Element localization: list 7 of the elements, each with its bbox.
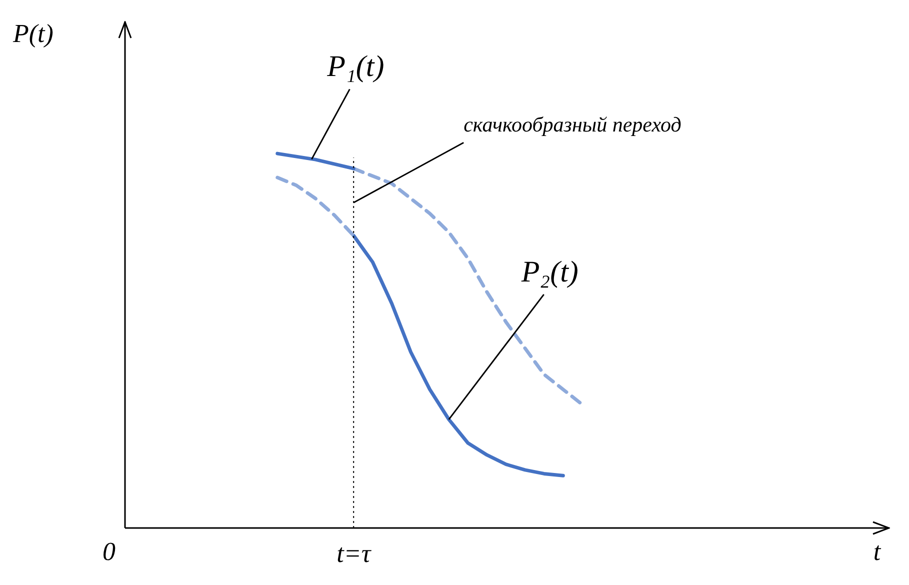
- text: скачкообразный переход: [464, 112, 682, 137]
- text: t=τ: [336, 538, 372, 568]
- y-axis-title: P(t): [12, 18, 54, 48]
- x-axis-title: t: [873, 536, 882, 566]
- text: 0: [102, 536, 116, 566]
- annotation: P₂(t): [520, 255, 578, 288]
- text: P₁(t): [326, 50, 384, 84]
